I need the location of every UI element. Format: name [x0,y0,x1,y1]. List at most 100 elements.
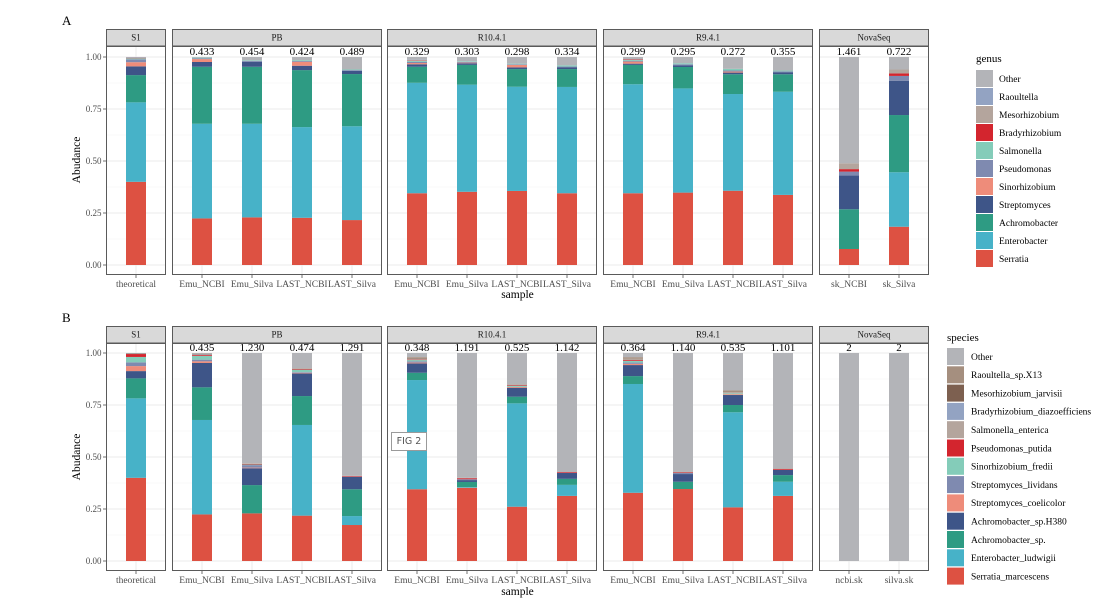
bar-segment-achromobacter-sp-h380 [292,373,312,397]
bar-segment-salmonella-enterica [507,384,527,386]
bar-segment-sinorhizobium [192,59,212,62]
bar-segment-serratia [192,218,212,265]
facet-strip-label: PB [271,33,282,43]
bar-segment-streptomyces-lividans [623,362,643,364]
bar-segment-achromobacter-sp-h380 [126,371,146,379]
legend-swatch [976,88,993,105]
bar-segment-pseudomonas-putida [342,476,362,477]
facet-strip-label: R9.4.1 [696,33,720,43]
legend-label: Achromobacter_sp.H380 [971,518,1067,528]
bar-segment-serratia [507,190,527,265]
y-tick-label: 0.25 [86,208,102,218]
bar-segment-salmonella-enterica [723,392,743,394]
x-tick-label: LAST_NCBI [707,576,758,586]
legend-swatch [976,232,993,249]
bar-segment-sinorhizobium-fredii [292,369,312,373]
legend-label: Streptomyces [999,201,1051,211]
y-tick-label: 1.00 [86,52,102,62]
bar-segment-streptomyces-lividans [673,473,693,475]
bar-segment-streptomyces [126,66,146,76]
bar-segment-serratia-marcescens [242,513,262,561]
y-axis-title: Abudance [71,137,83,184]
bar-segment-serratia [292,217,312,265]
bar-segment-pseudomonas [507,64,527,65]
y-tick-label: 0.75 [86,104,102,114]
facet-strip-label: R9.4.1 [696,330,720,340]
stacked-bar [623,57,643,265]
bar-segment-pseudomonas [126,59,146,63]
bar-value-label: 0.489 [340,46,365,58]
legend-item: Raoultella_sp.X13 [947,366,1042,384]
legend-label: Raoultella [999,93,1039,103]
x-axis-title: sample [501,586,534,598]
bar-segment-pseudomonas-putida [773,469,793,470]
bar-segment-streptomyces-coelicolor [723,394,743,396]
bar-segment-achromobacter-sp [557,478,577,485]
bar-segment-streptomyces-coelicolor [407,362,427,364]
bar-segment-enterobacter [407,82,427,194]
bar-segment-achromobacter-sp-h380 [623,365,643,377]
facet-r9-4-1: 0.364 Emu_NCBI 1.140 Emu_Silva 0.535 LAST_NCB… [603,326,813,586]
bar-segment-pseudomonas-putida [673,472,693,474]
bar-segment-enterobacter [557,86,577,194]
bar-value-label: 0.355 [771,46,796,58]
bar-segment-achromobacter [407,66,427,83]
bar-segment-enterobacter [192,123,212,219]
legend-title: genus [976,53,1002,65]
x-tick-label: Emu_NCBI [394,280,439,290]
legend-label: Serratia_marcescens [971,572,1049,582]
x-tick-label: Emu_Silva [446,576,489,586]
bar-segment-other [889,353,909,561]
bar-segment-streptomyces-coelicolor [192,361,212,363]
y-tick-label: 0.00 [86,556,102,566]
bar-segment-pseudomonas-putida [457,478,477,480]
bar-segment-serratia [242,217,262,265]
bar-segment-serratia [342,220,362,265]
bar-segment-salmonella [673,63,693,65]
bar-segment-pseudomonas-putida [242,463,262,465]
legend-label: Streptomyces_lividans [971,481,1058,491]
legend-species: species Other Raoultella_sp.X13 Mesorhizobi… [947,332,1091,585]
facet-strip-label: PB [271,330,282,340]
facet-strip [603,29,813,47]
bar-segment-sinorhizobium [507,64,527,68]
legend-label: Salmonella [999,147,1043,157]
bar-segment-streptomyces [242,61,262,67]
x-tick-label: Emu_Silva [231,576,274,586]
bar-segment-pseudomonas [557,66,577,68]
bar-segment-salmonella-enterica [192,354,212,356]
legend-label: Bradyrhizobium_diazoefficiens [971,407,1091,418]
x-tick-label: LAST_Silva [328,280,377,290]
facet-strip [172,29,382,47]
legend-item: Bradyrhizobium_diazoefficiens [947,402,1091,420]
bar-segment-achromobacter-sp [773,475,793,482]
bar-segment-achromobacter [457,64,477,85]
bar-segment-serratia [889,226,909,265]
legend-label: Enterobacter_ludwigii [971,554,1056,564]
legend-swatch [947,439,964,457]
bar-segment-serratia [407,193,427,265]
bar-segment-streptomyces-lividans [242,465,262,468]
bar-segment-enterobacter-ludwigii [557,484,577,496]
bar-value-label: 0.474 [290,342,315,354]
bar-segment-serratia-marcescens [673,489,693,561]
bar-segment-streptomyces-coelicolor [292,372,312,374]
stacked-bar [242,353,262,561]
bar-segment-enterobacter [723,94,743,191]
bar-value-label: 1.101 [771,342,796,354]
stacked-bar [457,353,477,561]
bar-segment-achromobacter-sp-h380 [242,468,262,486]
bar-segment-achromobacter [126,75,146,103]
bar-segment-serratia-marcescens [507,506,527,561]
bar-segment-enterobacter [673,88,693,193]
bar-segment-pseudomonas [407,61,427,64]
legend-item: Achromobacter_sp. [947,531,1046,548]
bar-segment-other [839,353,859,561]
legend-item: Pseudomonas_putida [947,439,1053,457]
stacked-bar [126,57,146,265]
y-axis: 0.00 0.25 0.50 0.75 1.00 [86,348,106,566]
legend-swatch [947,549,964,567]
bar-segment-enterobacter [623,84,643,194]
y-axis-title: Abudance [71,434,83,481]
